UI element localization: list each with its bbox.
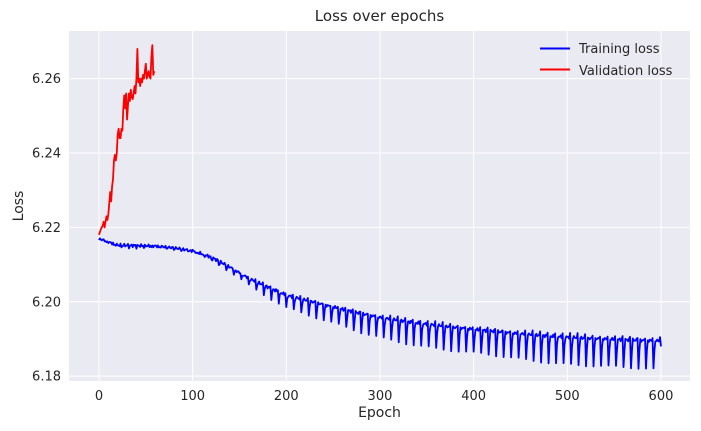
y-axis-label: Loss (11, 191, 27, 222)
x-tick-label: 500 (555, 389, 580, 404)
x-tick-label: 300 (368, 389, 393, 404)
series-lines (98, 44, 662, 370)
x-tick-label: 600 (649, 389, 674, 404)
y-tick-label: 6.26 (32, 72, 61, 87)
y-tick-label: 6.22 (32, 221, 61, 236)
x-axis-label: Epoch (358, 405, 401, 421)
x-tick-label: 0 (95, 389, 103, 404)
x-tick-label: 100 (180, 389, 205, 404)
x-tick-label: 400 (461, 389, 486, 404)
legend-label-training: Training loss (578, 42, 660, 57)
grid-lines (69, 31, 690, 381)
validation-loss-line (98, 44, 156, 236)
legend-label-validation: Validation loss (579, 64, 673, 79)
legend: Training loss Validation loss (540, 42, 673, 79)
chart-title: Loss over epochs (315, 7, 445, 25)
y-tick-label: 6.20 (32, 295, 61, 310)
y-tick-label: 6.18 (32, 370, 61, 385)
y-tick-label: 6.24 (32, 146, 61, 161)
x-tick-label: 200 (274, 389, 299, 404)
training-loss-line (98, 237, 662, 370)
tick-labels: 0 100 200 300 400 500 600 6.18 6.20 6.22 6.24 6.26 (32, 72, 673, 404)
